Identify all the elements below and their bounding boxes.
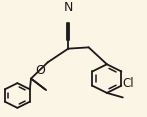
Text: O: O — [35, 64, 45, 77]
Text: N: N — [64, 1, 73, 14]
Text: Cl: Cl — [122, 77, 134, 90]
